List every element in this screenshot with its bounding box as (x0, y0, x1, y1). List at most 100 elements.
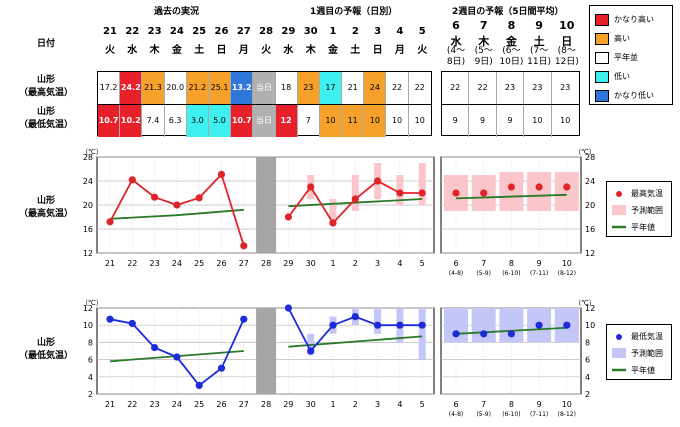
table-cell: 3.0 (186, 105, 209, 137)
y-tick-label: 10 (83, 321, 93, 330)
table-cell: 当日 (253, 105, 276, 137)
y-tick-label: 12 (83, 249, 93, 258)
observed-point (217, 364, 226, 372)
date-label: 日付 (36, 39, 55, 49)
week2-range-start: (8～ (557, 46, 576, 56)
chart-label-max: 山形 （最高気温） (18, 196, 73, 219)
week2-point (507, 183, 515, 191)
week2-table: 22 22 23 23 23 9 9 9 10 10 (441, 71, 580, 137)
x-tick-label: 28 (261, 259, 271, 268)
forecast-point (374, 177, 382, 185)
y-unit-label: （℃） (574, 148, 596, 156)
x-tick-label: 2 (353, 400, 358, 409)
y-unit-label: （℃） (81, 299, 103, 307)
table-cell: 24 (364, 72, 387, 104)
week2-range-start: (4～ (446, 46, 466, 56)
table-cell: 10 (386, 105, 409, 137)
week2-range-end: 11日) (527, 57, 552, 67)
table-cell: 17 (319, 72, 343, 104)
table-cell: 10 (414, 116, 425, 125)
week2-range-bar (554, 172, 579, 211)
range-bar (329, 199, 337, 223)
observed-point (173, 353, 181, 361)
x-tick-label: 21 (105, 259, 115, 268)
category-label: かなり高い (614, 15, 654, 24)
range-bar (418, 163, 426, 205)
x-tick-label: 28 (261, 400, 271, 409)
week2-day-number: 6 (452, 19, 460, 32)
x-tick-label: 4 (397, 400, 402, 409)
week2-day-number: 7 (479, 19, 488, 32)
x-tick-label: 8 (509, 400, 514, 409)
day-weekday: 水 (127, 45, 138, 56)
y-tick-label: 16 (83, 225, 93, 234)
today-column (256, 157, 277, 253)
x-tick-label: 1 (330, 259, 335, 268)
observed-point (151, 193, 159, 201)
week2-point (452, 189, 460, 197)
y-tick-label: 4 (88, 373, 93, 382)
y-tick-label: 24 (585, 177, 595, 186)
x-sub-label: (5-9) (476, 411, 490, 418)
day-number: 3 (374, 26, 382, 37)
forecast-point (329, 321, 337, 329)
x-sub-label: (7-11) (530, 270, 548, 277)
forecast-point (307, 347, 315, 355)
x-tick-label: 26 (216, 259, 226, 268)
y-tick-label: 20 (585, 201, 595, 210)
x-tick-label: 27 (239, 259, 249, 268)
table-cell: 10 (524, 105, 552, 137)
observed-point (240, 315, 248, 323)
x-tick-label: 5 (420, 400, 425, 409)
category-label: かなり低い (614, 91, 654, 100)
range-bar (418, 308, 426, 360)
forecast-point (418, 189, 426, 197)
day-number: 4 (396, 26, 404, 37)
week2-range-bar (499, 172, 524, 211)
forecast-point (396, 189, 404, 197)
y-tick-label: 6 (88, 356, 93, 365)
category-label: 高い (614, 34, 630, 43)
table-cell: 10 (560, 116, 571, 125)
week2-weekday: 土 (533, 35, 545, 48)
day-weekday: 木 (149, 45, 160, 56)
x-tick-label: 22 (127, 259, 137, 268)
day-weekday: 水 (283, 45, 294, 56)
table-cell: 21.3 (142, 72, 165, 104)
daily-table: 17.2 24.2 21.3 20.0 21.2 25.1 13.2 当日 18 23 17 21 24… (97, 71, 432, 137)
x-tick-label: 23 (150, 400, 160, 409)
x-tick-label: 3 (375, 259, 380, 268)
y-tick-label: 8 (585, 338, 590, 347)
day-number: 28 (259, 26, 274, 37)
y-unit-label: （℃） (81, 148, 103, 156)
day-number: 25 (192, 26, 207, 37)
daily-max-row: 17.2 24.2 21.3 20.0 21.2 25.1 13.2 当日 18 23 17 21 24… (98, 72, 431, 105)
day-weekday: 日 (216, 45, 227, 56)
legend-max-normal: 平年値 (631, 223, 655, 232)
category-swatch (595, 70, 609, 83)
table-cell: 18 (276, 72, 298, 104)
row-label-max: 山形 （最高気温） (18, 75, 73, 98)
week1-section-header: 1週目の予報（日別） (310, 7, 398, 17)
y-tick-label: 10 (585, 321, 595, 330)
day-number: 27 (236, 26, 251, 37)
x-sub-label: (6-10) (502, 411, 520, 418)
x-tick-label: 21 (105, 400, 115, 409)
range-bar (351, 175, 359, 211)
week2-section-header: 2週目の予報（5日間平均） (452, 7, 564, 17)
forecast-point (396, 321, 404, 329)
observed-point (128, 319, 136, 328)
y-tick-label: 20 (83, 201, 93, 210)
week2-point (480, 189, 488, 197)
forecast-point (284, 304, 292, 312)
observed-point (240, 242, 248, 250)
category-legend-item: 高い (595, 29, 672, 48)
x-tick-label: 25 (194, 259, 204, 268)
x-tick-label: 26 (216, 400, 226, 409)
x-sub-label: (5-9) (476, 270, 490, 277)
y-tick-label: 4 (585, 373, 590, 382)
week2-point (535, 321, 543, 329)
table-cell: 7.4 (142, 105, 165, 137)
day-number: 1 (329, 26, 337, 37)
